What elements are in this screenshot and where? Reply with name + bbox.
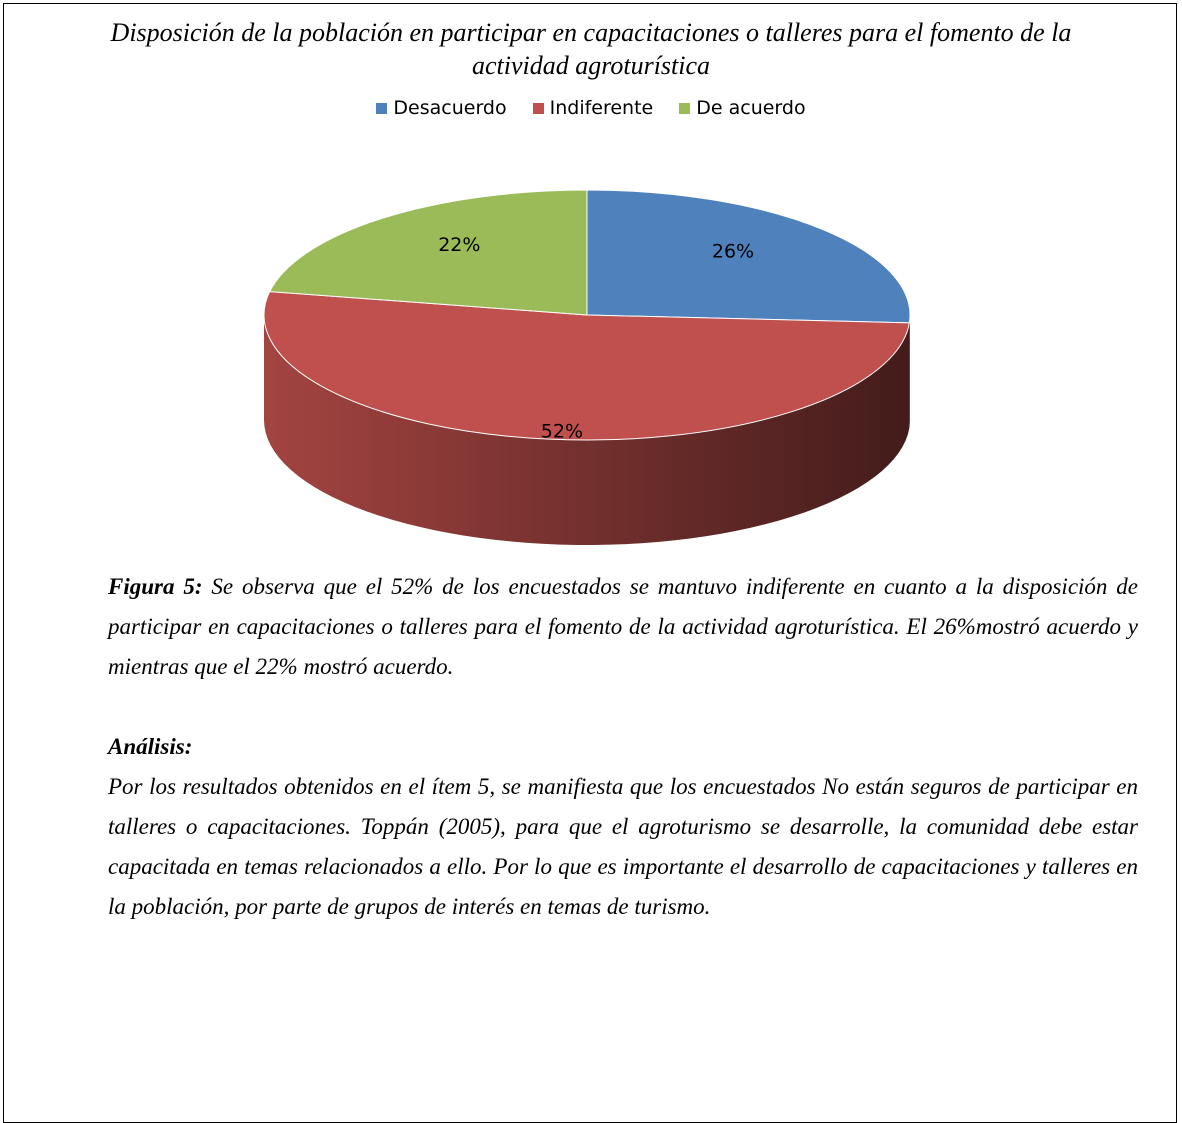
figure-label: Figura 5: [108,574,203,599]
legend-item: Indiferente [532,97,654,119]
legend-item: Desacuerdo [376,97,507,119]
slice [263,291,910,441]
data-label: 52% [541,420,583,442]
legend-label: De acuerdo [696,97,806,119]
slice [268,189,588,316]
legend-swatch [532,102,544,114]
legend-label: Desacuerdo [393,97,507,119]
analysis-heading: Análisis: [108,727,1138,767]
legend: Desacuerdo Indiferente De acuerdo [0,97,1182,119]
analysis-text: Por los resultados obtenidos en el ítem … [108,774,1138,919]
slice [586,189,911,324]
legend-swatch [679,102,691,114]
legend-label: Indiferente [549,97,654,119]
slice-side [264,315,910,545]
data-label: 26% [712,240,754,262]
legend-item: De acuerdo [679,97,806,119]
figure-caption: Figura 5: Se observa que el 52% de los e… [108,567,1138,687]
data-label: 22% [438,234,480,256]
slice-side [909,315,910,428]
analysis-heading-text: Análisis: [108,734,193,759]
chart: 26% 52% 22% [263,189,911,545]
chart-title: Disposición de la población en participa… [110,18,1072,80]
legend-swatch [376,102,388,114]
figure-text: Se observa que el 52% de los encuestados… [108,574,1138,679]
